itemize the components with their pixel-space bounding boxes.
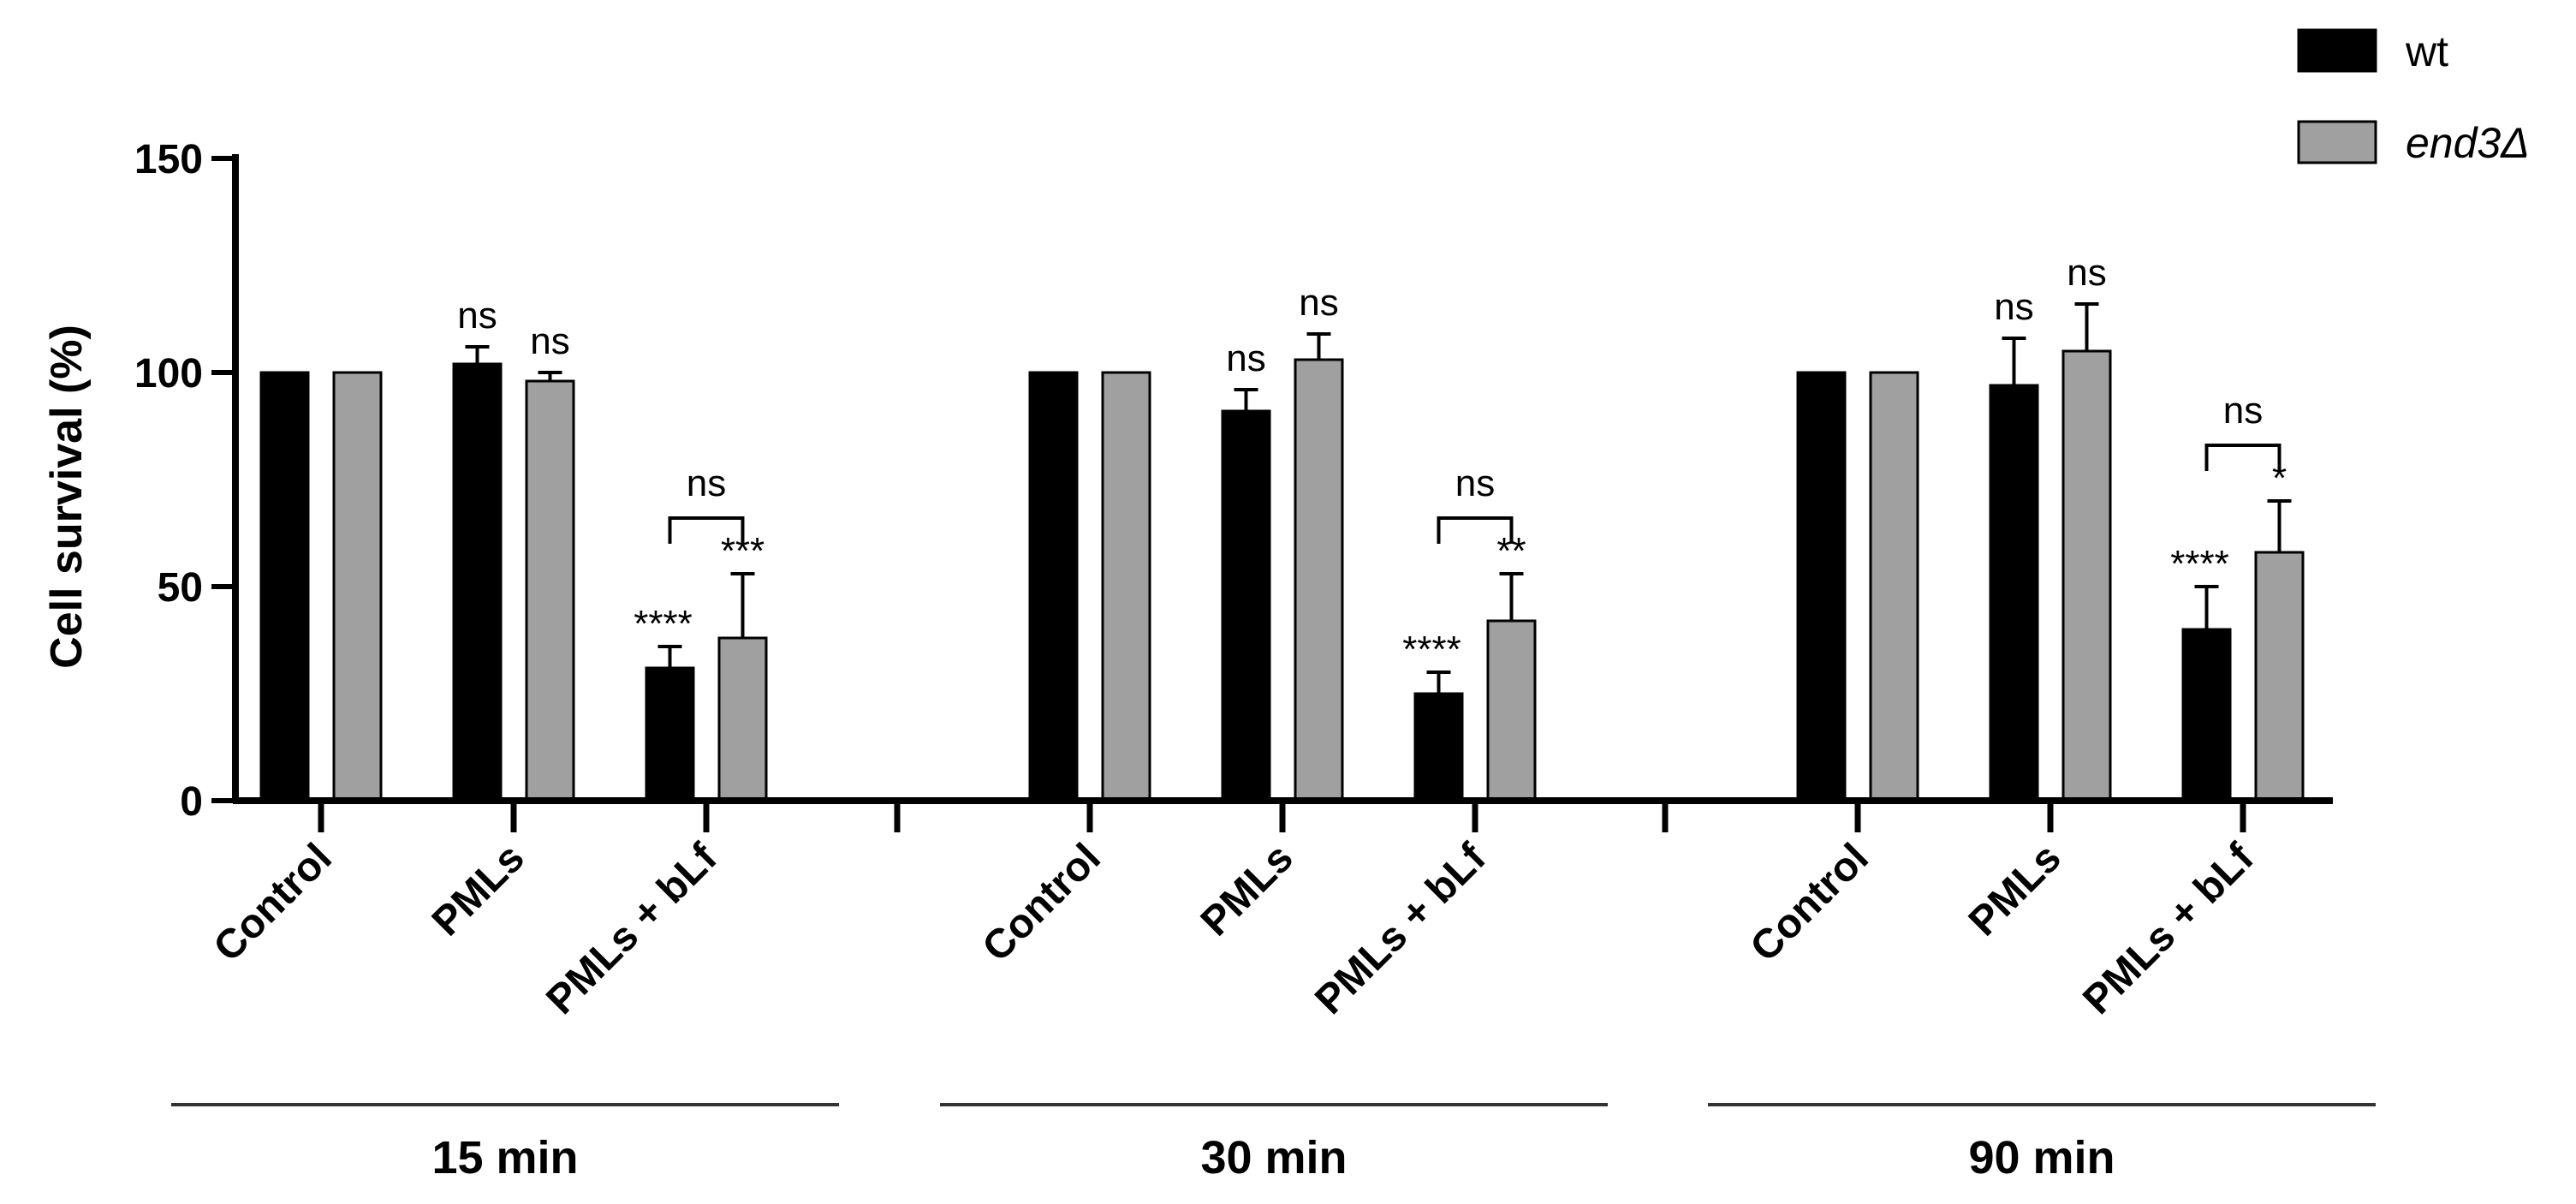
y-axis: 0 50 100 150 (134, 137, 239, 825)
x-category-label: PMLs (1193, 835, 1302, 945)
x-category-label: PMLs + bLf (538, 835, 726, 1023)
bar (452, 362, 503, 802)
significance-label: ns (530, 320, 569, 362)
group-label: 15 min (431, 1132, 578, 1183)
bar (1486, 619, 1537, 802)
significance-label: **** (1402, 629, 1461, 671)
bar (645, 666, 695, 802)
bar (1869, 371, 1919, 802)
bar (1294, 358, 1344, 802)
legend: wt end3Δ (2297, 27, 2530, 167)
comparison-bracket (2204, 444, 2282, 471)
bracket-significance-label: ns (2223, 390, 2263, 432)
x-category-label: Control (205, 835, 341, 970)
x-axis: Control PMLs PMLs + bLf Control PMLs PMLs + b… (205, 797, 2333, 1023)
legend-swatch-wt (2297, 28, 2377, 73)
x-category-label: Control (1742, 835, 1877, 970)
y-tick-label: 150 (134, 137, 203, 182)
bar (2061, 349, 2112, 802)
bar (1796, 371, 1847, 802)
significance-label: ns (457, 295, 497, 337)
legend-label: end3Δ (2406, 119, 2530, 167)
legend-label: wt (2405, 27, 2448, 75)
x-category-label: PMLs + bLf (1306, 835, 1495, 1023)
bar (2181, 628, 2232, 802)
bar (525, 379, 575, 802)
y-axis-label: Cell survival (%) (42, 325, 92, 669)
x-category-label: PMLs (424, 835, 533, 945)
y-tick-label: 100 (134, 351, 203, 396)
bar (1101, 371, 1151, 802)
bar (1221, 409, 1271, 802)
x-category-label: Control (974, 835, 1110, 970)
comparison-bracket (668, 516, 745, 544)
x-category-label: PMLs + bLf (2074, 835, 2263, 1023)
significance-label: ns (1994, 286, 2033, 328)
y-tick-label: 0 (180, 779, 203, 825)
group-label: 30 min (1200, 1132, 1347, 1183)
bar (2254, 551, 2305, 802)
bar (332, 371, 383, 802)
significance-label: ns (2067, 252, 2106, 294)
group-label: 90 min (1968, 1132, 2115, 1183)
significance-label: **** (2170, 543, 2229, 585)
significance-label: ns (1226, 337, 1265, 379)
bracket-significance-label: ns (1455, 462, 1495, 504)
significance-label: **** (634, 603, 693, 645)
y-tick-label: 50 (158, 565, 203, 611)
bar (259, 371, 310, 802)
bar (1413, 692, 1464, 802)
bracket-significance-label: ns (687, 462, 726, 504)
significance-label: * (2272, 457, 2287, 499)
bar (1989, 384, 2039, 802)
x-category-label: PMLs (1960, 835, 2070, 945)
legend-swatch-end3 (2297, 120, 2377, 164)
group-labels: 15 min 30 min 90 min (171, 1103, 2376, 1183)
bar (717, 636, 768, 802)
comparison-bracket (1437, 516, 1514, 544)
significance-label: ns (1299, 282, 1338, 324)
bar (1028, 371, 1079, 802)
